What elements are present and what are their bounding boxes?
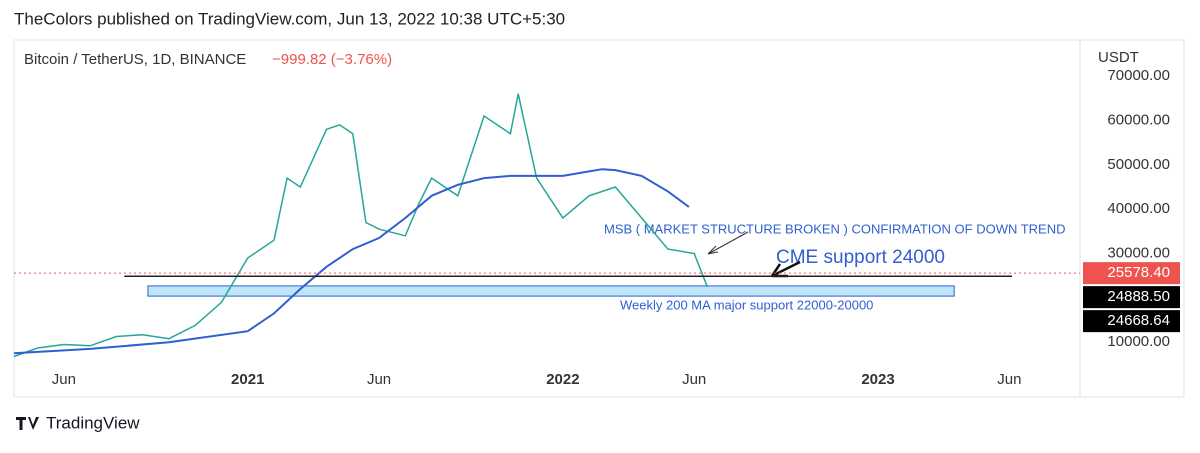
msb-arrow — [707, 231, 749, 255]
chart-title: Bitcoin / TetherUS, 1D, BINANCE — [24, 51, 246, 68]
x-tick-label: 2021 — [231, 371, 264, 388]
x-tick-label: Jun — [52, 371, 76, 388]
series-line — [13, 168, 690, 355]
x-tick-label: Jun — [997, 371, 1021, 388]
x-tick-label: Jun — [682, 371, 706, 388]
change: −999.82 (−3.76%) — [272, 51, 392, 68]
y-tick-label: 50000.00 — [1107, 156, 1170, 173]
y-tick-label: 60000.00 — [1107, 111, 1170, 128]
price-label-box — [1083, 286, 1180, 309]
footer: TradingView — [46, 413, 140, 432]
x-tick-label: 2022 — [546, 371, 579, 388]
cme-annotation: CME support 24000 — [776, 247, 945, 268]
header: TheColors published on TradingView.com, … — [14, 9, 565, 28]
y-tick-label: 40000.00 — [1107, 200, 1170, 217]
chart-frame — [13, 39, 1185, 398]
y-tick-label: 10000.00 — [1107, 333, 1170, 350]
x-tick-label: 2023 — [861, 371, 894, 388]
support-zone — [147, 285, 955, 297]
y-axis-label: USDT — [1098, 49, 1139, 66]
y-tick-label: 30000.00 — [1107, 244, 1170, 261]
series-line — [13, 93, 708, 358]
price-label: 24888.50 — [1107, 288, 1170, 305]
price-label: 24668.64 — [1107, 312, 1170, 329]
price-label-box — [1083, 262, 1180, 285]
x-tick-label: Jun — [367, 371, 391, 388]
logo — [16, 417, 39, 430]
y-tick-label: 70000.00 — [1107, 67, 1170, 84]
zone-annotation: Weekly 200 MA major support 22000-20000 — [620, 297, 873, 312]
price-label: 25578.40 — [1107, 264, 1170, 281]
msb-annotation: MSB ( MARKET STRUCTURE BROKEN ) CONFIRMA… — [604, 221, 1066, 236]
price-label-box — [1083, 310, 1180, 333]
